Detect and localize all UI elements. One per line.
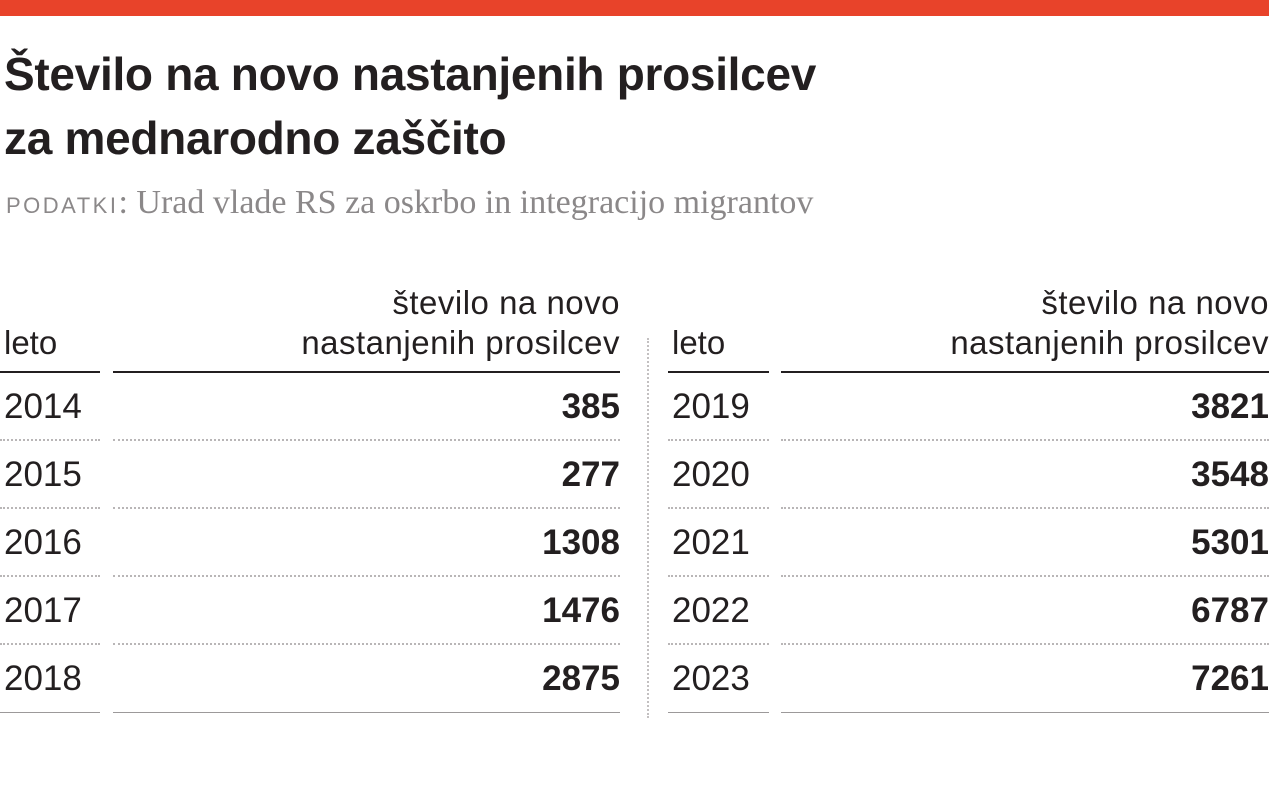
cell-value: 1476 [542,591,620,630]
header-rule-year [0,371,100,373]
row-rule-value [781,507,1269,509]
table-row: 2015 277 [0,441,620,509]
accent-bar [0,0,1269,16]
row-rule-value [781,712,1269,713]
row-rule-year [668,643,769,645]
table-row: 2018 2875 [0,645,620,713]
cell-value: 3548 [1191,455,1269,494]
column-header-value-line-1: število na novo [1041,284,1269,321]
cell-year: 2023 [672,659,750,698]
cell-year: 2016 [4,523,82,562]
cell-value: 1308 [542,523,620,562]
column-header-year: leto [672,324,726,361]
row-rule-value [113,575,620,577]
row-rule-year [0,712,100,713]
table-row: 2021 5301 [668,509,1269,577]
column-divider [647,338,649,718]
row-rule-value [113,643,620,645]
column-header-value: število na novo nastanjenih prosilcev [301,283,620,363]
cell-value: 277 [561,455,620,494]
header-rule-year [668,371,769,373]
table-row: 2023 7261 [668,645,1269,713]
row-rule-year [668,439,769,441]
cell-value: 5301 [1191,523,1269,562]
table-row: 2022 6787 [668,577,1269,645]
table-body: 2019 3821 2020 3548 2021 5301 2022 6787 2023 7261 [668,373,1269,713]
row-rule-year [668,712,769,713]
table-right: leto število na novo nastanjenih prosilc… [668,283,1269,713]
table-left: leto število na novo nastanjenih prosilc… [0,283,620,713]
row-rule-value [781,643,1269,645]
source-label: PODATKI [6,193,119,218]
cell-year: 2014 [4,387,82,426]
header-rule-value [781,371,1269,373]
cell-year: 2021 [672,523,750,562]
row-rule-value [113,712,620,713]
row-rule-year [668,575,769,577]
row-rule-value [781,575,1269,577]
cell-year: 2020 [672,455,750,494]
cell-year: 2022 [672,591,750,630]
column-header-value-line-1: število na novo [392,284,620,321]
cell-year: 2015 [4,455,82,494]
table-row: 2016 1308 [0,509,620,577]
cell-year: 2018 [4,659,82,698]
cell-value: 7261 [1191,659,1269,698]
chart-title-line-2: za mednarodno zaščito [4,112,507,164]
source-note: PODATKI: Urad vlade RS za oskrbo in inte… [6,182,813,227]
row-rule-value [113,439,620,441]
chart-title-line-1: Število na novo nastanjenih prosilcev [4,48,817,100]
column-header-value-line-2: nastanjenih prosilcev [950,324,1269,361]
column-header-value: število na novo nastanjenih prosilcev [950,283,1269,363]
row-rule-year [0,439,100,441]
cell-value: 385 [561,387,620,426]
header-rule-value [113,371,620,373]
cell-year: 2017 [4,591,82,630]
cell-year: 2019 [672,387,750,426]
row-rule-value [113,507,620,509]
row-rule-year [0,507,100,509]
row-rule-year [0,643,100,645]
table-row: 2020 3548 [668,441,1269,509]
column-header-value-line-2: nastanjenih prosilcev [301,324,620,361]
cell-value: 6787 [1191,591,1269,630]
table-body: 2014 385 2015 277 2016 1308 2017 1476 2018 2875 [0,373,620,713]
table-row: 2017 1476 [0,577,620,645]
cell-value: 3821 [1191,387,1269,426]
chart-title: Število na novo nastanjenih prosilcev za… [4,42,1204,170]
source-text: : Urad vlade RS za oskrbo in integracijo… [118,184,814,221]
table-header: leto število na novo nastanjenih prosilc… [0,283,620,373]
cell-value: 2875 [542,659,620,698]
row-rule-year [0,575,100,577]
row-rule-value [781,439,1269,441]
table-row: 2019 3821 [668,373,1269,441]
column-header-year: leto [4,324,58,361]
table-row: 2014 385 [0,373,620,441]
row-rule-year [668,507,769,509]
table-header: leto število na novo nastanjenih prosilc… [668,283,1269,373]
